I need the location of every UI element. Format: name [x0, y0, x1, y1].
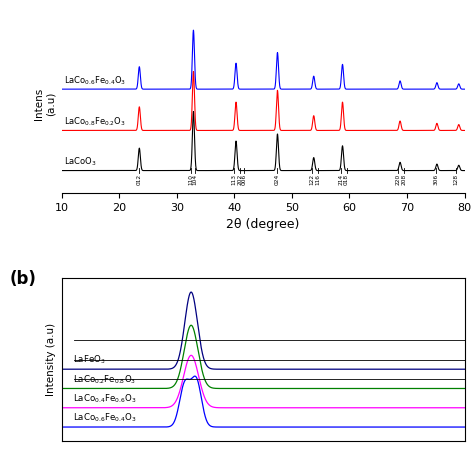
- Text: 113: 113: [232, 174, 237, 185]
- Text: 018: 018: [344, 174, 349, 185]
- Text: (b): (b): [9, 270, 36, 288]
- Text: 104: 104: [192, 174, 198, 185]
- Y-axis label: Intens
(a.u): Intens (a.u): [35, 88, 56, 120]
- Text: LaCo$_{0.6}$Fe$_{0.4}$O$_3$: LaCo$_{0.6}$Fe$_{0.4}$O$_3$: [64, 74, 127, 87]
- Y-axis label: Intensity (a.u): Intensity (a.u): [46, 323, 56, 396]
- Text: 208: 208: [401, 174, 407, 185]
- X-axis label: 2θ (degree): 2θ (degree): [227, 218, 300, 231]
- Text: 128: 128: [454, 174, 458, 185]
- Text: 202: 202: [237, 174, 243, 185]
- Text: LaCo$_{0.2}$Fe$_{0.8}$O$_3$: LaCo$_{0.2}$Fe$_{0.8}$O$_3$: [73, 373, 137, 386]
- Text: 306: 306: [433, 174, 438, 185]
- Text: 024: 024: [275, 174, 280, 185]
- Text: LaFeO$_3$: LaFeO$_3$: [73, 354, 106, 366]
- Text: 214: 214: [338, 174, 343, 185]
- Text: 220: 220: [396, 174, 401, 185]
- Text: 110: 110: [189, 174, 193, 185]
- Text: 006: 006: [242, 174, 246, 185]
- Text: LaCo$_{0.8}$Fe$_{0.2}$O$_3$: LaCo$_{0.8}$Fe$_{0.2}$O$_3$: [64, 116, 126, 128]
- Text: 012: 012: [137, 174, 142, 185]
- Text: LaCo$_{0.6}$Fe$_{0.4}$O$_3$: LaCo$_{0.6}$Fe$_{0.4}$O$_3$: [73, 412, 137, 424]
- Text: 116: 116: [315, 174, 320, 185]
- Text: 122: 122: [310, 174, 314, 185]
- Text: LaCo$_{0.4}$Fe$_{0.6}$O$_3$: LaCo$_{0.4}$Fe$_{0.6}$O$_3$: [73, 392, 137, 405]
- Text: LaCoO$_3$: LaCoO$_3$: [64, 155, 97, 168]
